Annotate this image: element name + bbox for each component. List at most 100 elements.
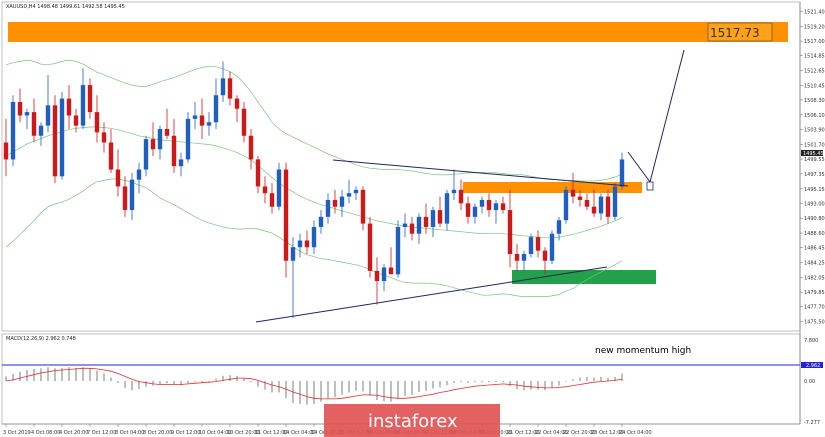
macd-tick-label: -7.277 xyxy=(804,420,820,426)
price-tick-label: 1512.65 xyxy=(804,69,825,75)
time-tick-label: 8 Oct 20:00 xyxy=(143,430,172,436)
candle xyxy=(122,176,128,217)
bb-upper-line xyxy=(5,59,623,182)
target-level-box xyxy=(707,22,773,42)
candle xyxy=(38,122,44,146)
time-tick-label: 9 Oct 12:00 xyxy=(171,430,200,436)
candle xyxy=(115,149,121,197)
price-tick-label: 1510.45 xyxy=(804,83,825,89)
candle xyxy=(304,230,310,254)
macd-histogram xyxy=(5,367,623,405)
candle xyxy=(227,71,233,106)
price-tick-label: 1488.60 xyxy=(804,231,825,237)
price-tick-label: 1495.15 xyxy=(804,187,825,193)
candle xyxy=(416,213,422,244)
candle xyxy=(507,189,513,268)
candle xyxy=(346,179,352,204)
candle xyxy=(31,98,37,143)
candle xyxy=(3,118,9,177)
candle xyxy=(52,95,58,184)
macd-signal-line xyxy=(5,367,623,400)
candle xyxy=(430,206,436,238)
macd-tick-label: 7.800 xyxy=(804,338,818,344)
price-tick-label: 1503.90 xyxy=(804,128,825,134)
candle xyxy=(619,152,625,190)
time-tick-label: 4 Oct 08:00 xyxy=(31,430,60,436)
candle xyxy=(325,193,331,224)
current-price-marker xyxy=(801,150,823,156)
time-tick-label: 8 Oct 04:00 xyxy=(115,430,144,436)
candle xyxy=(437,196,443,227)
price-tick-label: 1508.30 xyxy=(804,98,825,104)
candle xyxy=(479,196,485,214)
candle xyxy=(395,220,401,278)
candle xyxy=(255,156,261,194)
candle xyxy=(528,233,534,258)
candle xyxy=(577,189,583,207)
time-tick-label: 11 Oct 12:00 xyxy=(255,430,288,436)
candle xyxy=(213,78,219,129)
support-zone xyxy=(512,270,656,284)
candle xyxy=(584,193,590,211)
price-tick-label: 1514.85 xyxy=(804,54,825,60)
candle xyxy=(17,88,23,123)
candle xyxy=(59,91,65,180)
time-tick-label: 7 Oct 12:00 xyxy=(87,430,116,436)
candle xyxy=(143,135,149,177)
candle xyxy=(500,196,506,214)
candle xyxy=(150,122,156,157)
candle xyxy=(311,220,317,254)
current-price-label: 1495.45 xyxy=(803,151,824,157)
macd-tick-label: 0.00 xyxy=(804,379,815,385)
candle xyxy=(136,162,142,194)
candle xyxy=(164,108,170,140)
time-tick-label: 4 Oct 20:00 xyxy=(59,430,88,436)
candle xyxy=(402,213,408,238)
price-tick-label: 1493.00 xyxy=(804,201,825,207)
watermark-text: instaforex xyxy=(368,411,458,432)
candle xyxy=(262,176,268,204)
candle xyxy=(493,199,499,224)
time-tick-label: 14 Oct 04:00 xyxy=(283,430,316,436)
candle xyxy=(409,216,415,241)
candle xyxy=(80,68,86,129)
candle xyxy=(542,247,548,275)
time-tick-label: 10 Oct 04:00 xyxy=(199,430,232,436)
price-tick-label: 1499.55 xyxy=(804,157,825,163)
candle xyxy=(570,172,576,204)
candle xyxy=(10,95,16,167)
watermark-banner xyxy=(324,404,500,437)
price-tick-label: 1479.85 xyxy=(804,290,825,296)
price-tick-label: 1486.45 xyxy=(804,246,825,252)
time-tick-label: 10 Oct 20:00 xyxy=(227,430,260,436)
candle xyxy=(535,230,541,258)
time-tick-label: 24 Oct 04:00 xyxy=(619,430,652,436)
target-level-label: 1517.73 xyxy=(710,26,760,40)
price-tick-label: 1484.25 xyxy=(804,260,825,266)
candle xyxy=(234,95,240,123)
triangle-upper-trendline xyxy=(332,159,629,187)
bb-middle-line xyxy=(5,126,623,239)
candle xyxy=(514,243,520,271)
price-tick-label: 1477.70 xyxy=(804,305,825,311)
candle xyxy=(94,95,100,143)
candle xyxy=(458,179,464,211)
triangle-lower-trendline xyxy=(255,266,608,323)
candle xyxy=(465,196,471,224)
candle xyxy=(423,203,429,234)
bollinger-bands xyxy=(5,59,623,297)
candle xyxy=(24,108,30,129)
candle xyxy=(73,108,79,133)
candle xyxy=(199,98,205,140)
candle xyxy=(472,203,478,224)
price-tick-label: 1475.50 xyxy=(804,320,825,326)
current-macd-label: 2.962 xyxy=(806,363,820,369)
candle xyxy=(374,257,380,305)
candle xyxy=(549,230,555,265)
price-tick-label: 1517.00 xyxy=(804,39,825,45)
candle xyxy=(360,186,366,231)
price-tick-label: 1497.35 xyxy=(804,172,825,178)
candle xyxy=(241,101,247,143)
candle xyxy=(45,74,51,133)
